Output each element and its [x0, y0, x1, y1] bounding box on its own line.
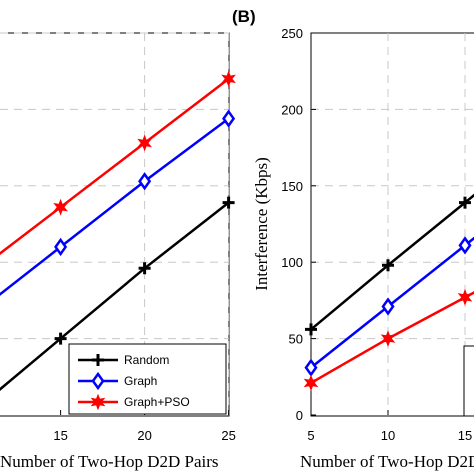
panel-b-cropped-legend-edge — [463, 345, 474, 417]
data-point — [138, 262, 151, 275]
data-point — [54, 332, 67, 345]
panel-b-label: (B) — [232, 7, 256, 26]
y-tick-label: 100 — [281, 255, 303, 270]
panel-b-series — [303, 193, 474, 392]
series-line-graph-pso — [310, 291, 474, 384]
x-tick-label: 15 — [53, 428, 67, 443]
data-point — [459, 196, 471, 209]
panel-a-x-ticks: 15 20 25 — [53, 410, 236, 443]
panel-b-chart: (B) 0 50 100 150 200 250 5 10 15 Interference (… — [232, 7, 474, 471]
series-line-graph-pso — [0, 77, 230, 256]
x-tick-label: 10 — [381, 428, 395, 443]
data-point — [305, 323, 317, 336]
series-line-random — [0, 201, 230, 391]
legend-label: Graph+PSO — [124, 395, 190, 409]
series-line-random — [310, 193, 474, 331]
y-tick-label: 150 — [281, 179, 303, 194]
data-point — [458, 236, 472, 255]
data-point — [53, 198, 68, 216]
series-line-graph — [0, 117, 230, 296]
data-point — [303, 374, 319, 392]
panel-b-y-axis-title: Interference (Kbps) — [252, 157, 271, 291]
legend-marker — [92, 354, 104, 366]
panel-b-plot-area — [310, 32, 474, 417]
y-tick-label: 250 — [281, 26, 303, 41]
legend-marker — [91, 371, 105, 391]
data-point — [138, 172, 152, 191]
x-tick-label: 15 — [458, 428, 472, 443]
x-tick-label: 20 — [137, 428, 151, 443]
panel-a-series — [0, 70, 236, 391]
data-point — [222, 109, 236, 128]
legend-marker — [90, 393, 106, 411]
series-line-graph — [310, 236, 474, 369]
data-point — [137, 134, 152, 152]
panel-a-chart: 15 20 25 Number of Two-Hop D2D Pairs Rando… — [0, 32, 236, 471]
y-tick-label: 200 — [281, 102, 303, 117]
legend-label: Graph — [124, 374, 157, 388]
data-point — [54, 237, 68, 257]
y-tick-label: 50 — [289, 332, 303, 347]
x-tick-label: 5 — [307, 428, 314, 443]
x-tick-label: 25 — [221, 428, 235, 443]
data-point — [380, 330, 396, 348]
y-tick-label: 0 — [296, 408, 303, 423]
panel-b-x-ticks: 5 10 15 — [307, 410, 472, 443]
panel-b-y-ticks: 0 50 100 150 200 250 — [281, 26, 316, 423]
panel-a-x-axis-title: Number of Two-Hop D2D Pairs — [0, 452, 219, 471]
legend-label: Random — [124, 353, 169, 367]
panel-a-gridlines — [0, 32, 230, 415]
panel-b-x-axis-title: Number of Two-Hop D2D Pairs — [300, 452, 474, 471]
data-point — [222, 196, 235, 209]
panel-a-legend: Random Graph Graph+PSO — [68, 343, 227, 415]
data-point — [221, 70, 236, 88]
data-point — [381, 297, 395, 316]
data-point — [457, 288, 473, 306]
panel-b-gridlines — [311, 33, 474, 415]
data-point — [382, 259, 394, 272]
